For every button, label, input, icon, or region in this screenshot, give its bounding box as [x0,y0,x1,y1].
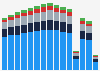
Bar [54,5,59,8]
Bar [54,30,59,70]
Bar [15,26,20,35]
Bar [80,39,85,70]
Bar [86,40,92,70]
Bar [60,7,66,10]
Bar [67,9,72,12]
Bar [8,35,14,70]
Bar [67,24,72,33]
Bar [15,12,20,15]
Bar [60,32,66,70]
Bar [47,30,53,70]
Bar [80,21,85,24]
Bar [2,18,7,20]
Bar [73,53,79,56]
Bar [73,52,79,53]
Bar [28,8,33,11]
Bar [47,20,53,30]
Bar [93,56,98,57]
Bar [60,13,66,23]
Bar [80,31,85,39]
Bar [21,25,27,33]
Bar [54,8,59,12]
Bar [60,10,66,13]
Bar [60,23,66,32]
Bar [28,15,33,23]
Bar [15,35,20,70]
Bar [2,29,7,37]
Bar [54,21,59,30]
Bar [67,33,72,70]
Bar [67,16,72,24]
Bar [28,23,33,32]
Bar [21,16,27,25]
Bar [86,21,92,24]
Bar [8,20,14,27]
Bar [80,24,85,31]
Bar [73,51,79,52]
Bar [21,13,27,16]
Bar [93,59,98,62]
Bar [34,31,40,70]
Bar [47,6,53,10]
Bar [21,10,27,13]
Bar [47,10,53,20]
Bar [34,13,40,22]
Bar [21,33,27,70]
Bar [8,27,14,35]
Bar [41,12,46,21]
Bar [47,2,53,6]
Bar [34,22,40,31]
Bar [86,33,92,40]
Bar [41,21,46,30]
Bar [86,24,92,26]
Bar [41,4,46,7]
Bar [2,23,7,29]
Bar [93,55,98,56]
Bar [2,20,7,23]
Bar [2,37,7,70]
Bar [15,18,20,26]
Bar [73,56,79,59]
Bar [8,17,14,20]
Bar [8,15,14,17]
Bar [73,59,79,70]
Bar [93,62,98,70]
Bar [93,57,98,59]
Bar [28,11,33,15]
Bar [67,12,72,16]
Bar [15,15,20,18]
Bar [34,9,40,13]
Bar [28,32,33,70]
Bar [41,30,46,70]
Bar [86,26,92,33]
Bar [34,6,40,9]
Bar [41,7,46,12]
Bar [54,12,59,21]
Bar [80,18,85,21]
